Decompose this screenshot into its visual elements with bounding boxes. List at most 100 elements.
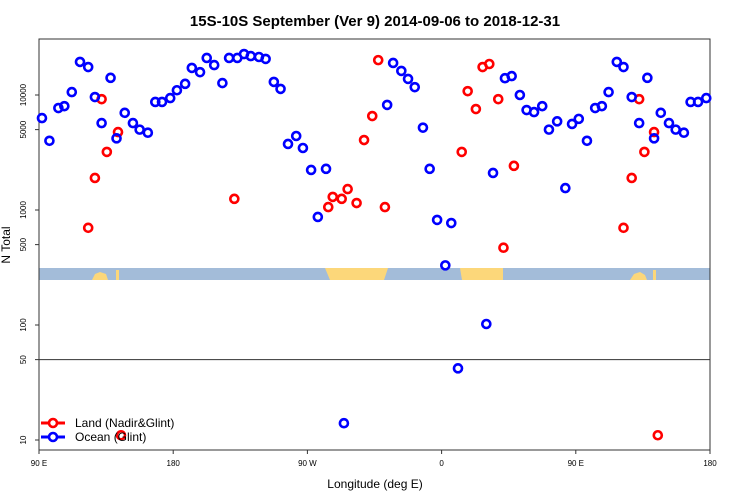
land-point [508, 160, 520, 172]
ocean-point [59, 100, 70, 112]
ocean-point [171, 84, 183, 96]
x-tick-label: 0 [439, 459, 444, 468]
ocean-point [156, 96, 168, 108]
ocean-point [642, 72, 653, 84]
ocean-point [560, 182, 571, 194]
plot-frame [38, 38, 711, 451]
ocean-point [543, 124, 555, 135]
ocean-point [312, 211, 324, 223]
land-africa [460, 268, 503, 280]
ocean-point [127, 117, 139, 129]
ocean-point [409, 81, 421, 93]
ocean-point [402, 73, 414, 85]
ocean-point [142, 127, 154, 139]
ocean-point [290, 130, 302, 142]
ocean-point [208, 59, 220, 71]
land-point [229, 193, 240, 205]
ocean-point [452, 363, 464, 374]
ocean-point [260, 53, 271, 65]
ocean-point [692, 96, 704, 108]
land-point [112, 126, 124, 138]
ocean-point [275, 83, 286, 95]
land-australia-repeat [630, 272, 647, 280]
legend: Land (Nadir&Glint)Ocean (Glint) [41, 416, 174, 444]
ocean-point [536, 100, 548, 112]
land-ocean-map-strip [39, 268, 710, 280]
y-tick-label: 100 [19, 318, 28, 332]
x-tick-label: 180 [167, 459, 181, 468]
land-australia [92, 272, 108, 280]
ocean-point [96, 117, 107, 129]
ocean-point [440, 260, 451, 271]
land-point [498, 242, 509, 254]
ocean-point [164, 92, 176, 104]
legend-label: Land (Nadir&Glint) [75, 416, 174, 430]
ocean-point [223, 52, 235, 64]
ocean-point [678, 127, 690, 139]
land-point [366, 110, 378, 122]
land-point [470, 103, 482, 115]
ocean-point [89, 91, 101, 103]
ocean-point [305, 164, 317, 176]
x-tick-label: 90 E [31, 459, 47, 468]
y-tick-label: 1000 [19, 201, 28, 219]
land-point [89, 172, 101, 184]
ocean-point [387, 57, 399, 69]
ocean-point [528, 106, 540, 118]
ocean-point [297, 142, 309, 154]
ocean-point [481, 318, 492, 330]
ocean-point [338, 417, 350, 429]
y-tick-label: 5000 [19, 120, 28, 138]
land-point [456, 146, 468, 158]
chart-title: 15S-10S September (Ver 9) 2014-09-06 to … [190, 13, 560, 30]
land-point [484, 58, 495, 70]
ocean-point [74, 56, 86, 68]
ocean-point [551, 116, 563, 127]
ocean-point [611, 56, 623, 68]
ocean-point [445, 217, 457, 229]
ocean-point [663, 117, 675, 129]
ocean-point [417, 122, 429, 133]
legend-marker [47, 431, 59, 443]
ocean-point [111, 133, 122, 144]
land-island-repeat [653, 270, 656, 280]
ocean-point [217, 77, 228, 89]
y-tick-label: 10 [19, 435, 28, 444]
land-point [492, 93, 504, 105]
ocean-point [268, 76, 280, 88]
ocean-point [320, 163, 332, 175]
land-south-america [325, 268, 388, 280]
land-point [327, 191, 339, 203]
x-axis-label: Longitude (deg E) [327, 477, 422, 491]
ocean-point [105, 72, 116, 84]
x-tick-label: 180 [703, 459, 717, 468]
land-point [342, 183, 353, 195]
ocean-point [633, 117, 645, 129]
y-tick-label: 50 [19, 355, 28, 364]
data-points [36, 48, 712, 441]
land-point [626, 172, 638, 184]
ocean-point [186, 62, 198, 74]
land-point [372, 54, 384, 66]
ocean-point [487, 167, 499, 179]
ocean-point [431, 214, 443, 226]
y-tick-label: 10000 [19, 83, 28, 106]
ocean-point [381, 99, 393, 111]
x-tick-label: 90 E [568, 459, 584, 468]
legend-label: Ocean (Glint) [75, 430, 146, 444]
land-point [379, 201, 391, 213]
ocean-point [514, 89, 526, 101]
ocean-point [119, 107, 131, 119]
ocean-point [424, 163, 435, 175]
ocean-point [581, 135, 593, 147]
y-tick-label: 500 [19, 237, 28, 251]
ocean-point [53, 102, 64, 114]
ocean-point [618, 61, 629, 73]
ocean-point [282, 138, 294, 150]
ocean-point [201, 52, 213, 64]
ocean-point [626, 91, 638, 103]
ocean-point [670, 124, 682, 135]
ocean-point [603, 86, 614, 98]
x-tick-label: 90 W [298, 459, 317, 468]
